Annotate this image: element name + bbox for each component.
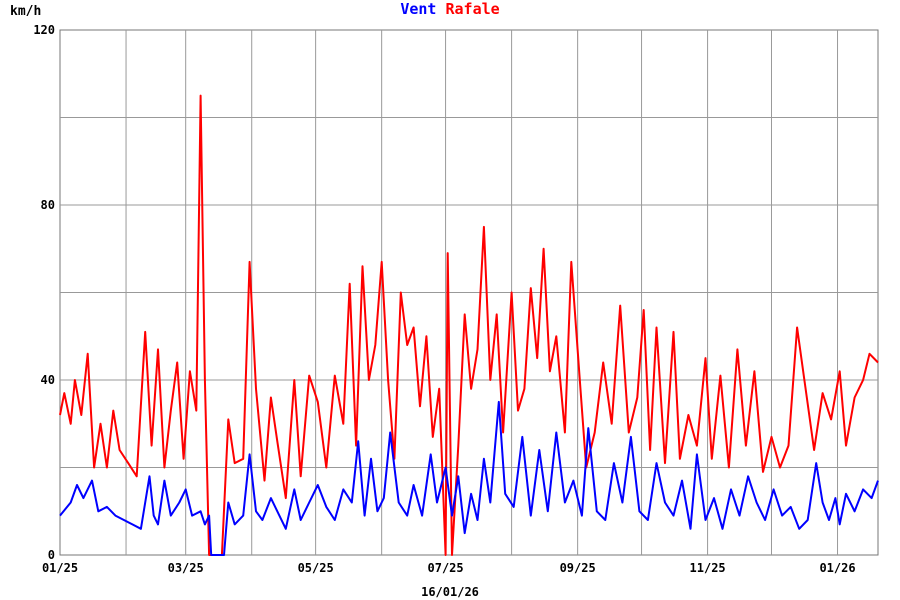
y-tick-label: 80 (41, 198, 55, 212)
y-tick-label: 0 (48, 548, 55, 562)
title-part-rafale: Rafale (436, 0, 499, 18)
series-line-rafale (59, 94, 879, 556)
y-axis-label: km/h (10, 4, 41, 19)
x-tick-label: 05/25 (298, 561, 334, 575)
x-tick-label: 03/25 (168, 561, 204, 575)
axis-layer: 0 40 80 120 01/25 03/25 05/25 07/25 09/25 11/25 01… (33, 23, 855, 575)
title-part-vent: Vent (400, 0, 436, 18)
y-tick-label: 40 (41, 373, 55, 387)
x-tick-label: 01/25 (42, 561, 78, 575)
series-line-vent (59, 400, 879, 556)
chart-title: Vent Rafale (400, 0, 499, 18)
y-tick-label: 120 (33, 23, 55, 37)
x-tick-label: 07/25 (428, 561, 464, 575)
x-tick-label: 09/25 (560, 561, 596, 575)
series-layer (59, 94, 879, 556)
x-axis-label: 16/01/26 (421, 585, 479, 599)
x-tick-label: 11/25 (690, 561, 726, 575)
x-tick-label: 01/26 (819, 561, 855, 575)
